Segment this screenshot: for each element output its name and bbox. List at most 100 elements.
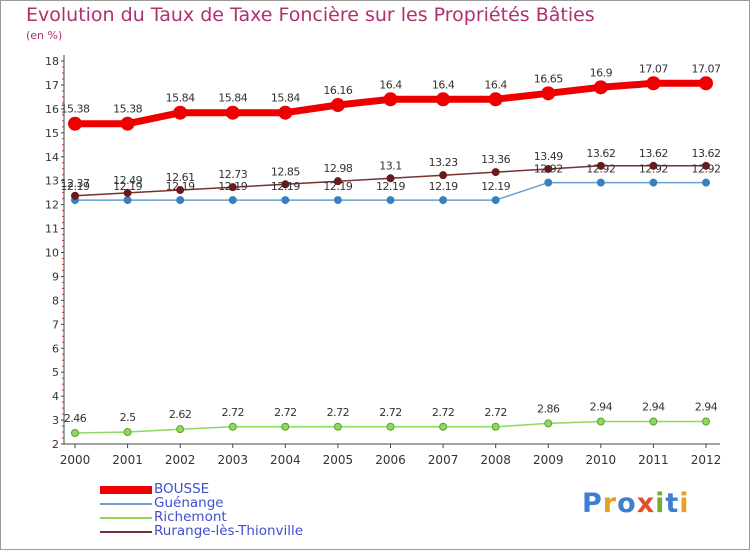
y-axis-unit-label: (en %) xyxy=(26,29,63,42)
data-label: 13.62 xyxy=(692,147,721,160)
data-label: 12.19 xyxy=(376,180,405,193)
x-tick-label: 2009 xyxy=(533,453,564,467)
data-label: 12.85 xyxy=(271,165,300,178)
x-tick-label: 2000 xyxy=(60,453,91,467)
y-tick-label: 3 xyxy=(52,414,59,427)
data-label: 12.98 xyxy=(323,162,352,175)
x-tick-label: 2007 xyxy=(428,453,459,467)
legend-label: Guénange xyxy=(154,495,224,511)
data-point xyxy=(176,196,185,205)
x-tick-label: 2005 xyxy=(323,453,354,467)
x-tick-label: 2010 xyxy=(586,453,617,467)
data-point xyxy=(596,417,605,426)
y-tick-label: 17 xyxy=(45,79,59,92)
y-tick-label: 4 xyxy=(52,390,59,403)
data-label: 2.72 xyxy=(274,406,297,419)
data-label: 2.94 xyxy=(590,400,613,413)
x-tick-label: 2002 xyxy=(165,453,196,467)
data-label: 15.38 xyxy=(61,103,90,116)
data-point xyxy=(228,422,237,431)
data-label: 16.4 xyxy=(379,78,402,91)
data-labels-layer: 15.38 15.38 15.84 15.84 15.84 16.16 16.4 16.4 16… xyxy=(61,62,722,425)
data-point xyxy=(596,178,605,187)
data-point xyxy=(278,105,293,120)
legend-label: BOUSSE xyxy=(154,481,210,497)
x-tick-label: 2012 xyxy=(691,453,722,467)
x-tick-label: 2008 xyxy=(480,453,511,467)
y-tick-label: 7 xyxy=(52,318,59,331)
data-point xyxy=(228,196,237,205)
axes: 2 3 4 5 6 7 8 9 10 11 12 13 14 15 16 17 18 2000 2001 2002 20… xyxy=(45,55,721,467)
data-point xyxy=(386,174,395,183)
data-label: 12.37 xyxy=(61,177,90,190)
data-label: 12.73 xyxy=(218,168,247,181)
data-point xyxy=(544,178,553,187)
data-point xyxy=(491,168,500,177)
y-tick-label: 15 xyxy=(45,127,59,140)
data-point xyxy=(702,417,710,426)
data-label: 2.72 xyxy=(484,406,507,419)
data-point xyxy=(649,161,658,170)
data-point xyxy=(281,180,290,189)
data-label: 16.9 xyxy=(590,66,613,79)
y-tick-label: 6 xyxy=(52,342,59,355)
y-tick-label: 16 xyxy=(45,103,59,116)
data-point xyxy=(123,196,132,205)
x-tick-label: 2006 xyxy=(375,453,406,467)
data-point xyxy=(386,422,395,431)
data-point xyxy=(439,196,448,205)
y-tick-label: 11 xyxy=(45,223,59,236)
data-label: 2.72 xyxy=(432,406,455,419)
data-label: 12.61 xyxy=(166,171,195,184)
data-point xyxy=(123,428,132,437)
data-point xyxy=(702,161,710,170)
x-tick-label: 2001 xyxy=(112,453,143,467)
data-label: 2.72 xyxy=(222,406,245,419)
data-label: 13.62 xyxy=(639,147,668,160)
data-point xyxy=(333,422,342,431)
data-point xyxy=(333,196,342,205)
data-point xyxy=(120,116,135,131)
data-point xyxy=(281,196,290,205)
data-label: 13.23 xyxy=(429,156,458,169)
data-label: 15.38 xyxy=(113,103,142,116)
proxiti-logo: Proxiti xyxy=(582,488,690,519)
data-label: 12.92 xyxy=(692,163,721,176)
data-label: 12.19 xyxy=(481,180,510,193)
x-tick-label: 2004 xyxy=(270,453,301,467)
data-label: 12.92 xyxy=(534,163,563,176)
data-label: 12.19 xyxy=(113,180,142,193)
data-point xyxy=(649,417,658,426)
data-point xyxy=(646,76,661,91)
data-point xyxy=(699,76,713,91)
y-tick-label: 13 xyxy=(45,175,59,188)
legend-label: Rurange-lès-Thionville xyxy=(154,523,304,539)
legend-swatch xyxy=(100,531,152,533)
y-tick-label: 18 xyxy=(45,55,59,68)
data-label: 12.19 xyxy=(218,180,247,193)
chart-title: Evolution du Taux de Taxe Foncière sur l… xyxy=(26,4,595,26)
data-label: 2.62 xyxy=(169,408,192,421)
data-point xyxy=(436,92,451,107)
data-point xyxy=(173,105,188,120)
data-point xyxy=(333,177,342,186)
logo-letter: i xyxy=(655,488,666,519)
y-tick-label: 9 xyxy=(52,270,59,283)
data-label: 17.07 xyxy=(692,62,721,75)
data-label: 12.19 xyxy=(61,180,90,193)
data-label: 13.1 xyxy=(379,159,402,172)
data-label: 16.65 xyxy=(534,72,563,85)
data-label: 2.86 xyxy=(537,402,560,415)
data-point xyxy=(491,196,500,205)
data-point xyxy=(702,178,710,187)
data-point xyxy=(225,105,240,120)
data-label: 13.49 xyxy=(534,150,563,163)
data-point xyxy=(176,425,185,434)
data-label: 12.19 xyxy=(166,180,195,193)
legend-swatch xyxy=(100,503,152,505)
data-point xyxy=(439,422,448,431)
data-label: 13.62 xyxy=(586,147,615,160)
series-3 xyxy=(71,161,710,200)
